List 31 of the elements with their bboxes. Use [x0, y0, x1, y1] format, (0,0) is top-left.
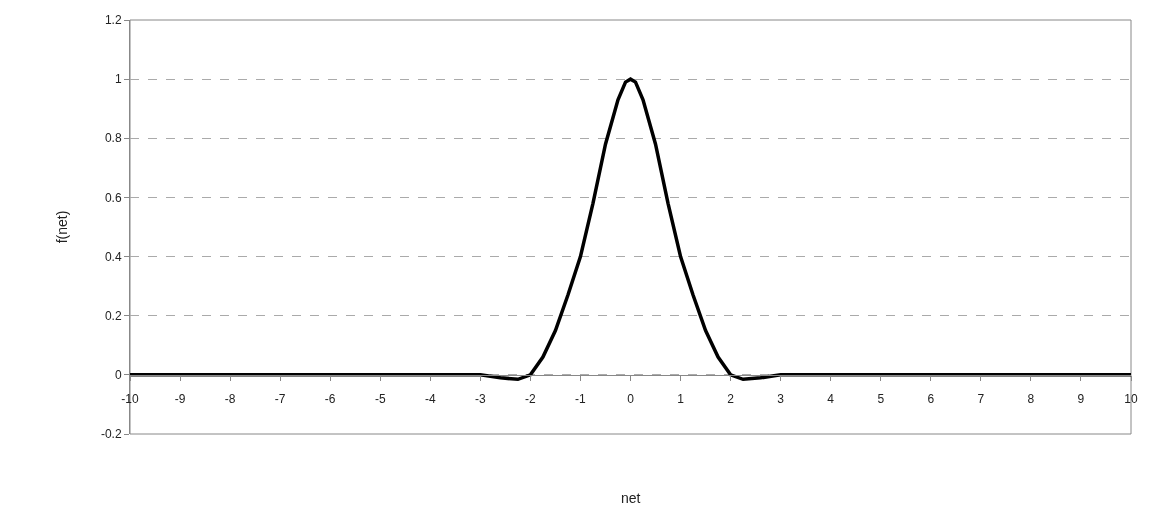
- y-tick-label: 1: [114, 72, 122, 87]
- y-tick-label: 0.6: [104, 190, 122, 205]
- x-tick-label: -10: [121, 392, 139, 407]
- y-tick-label: -0.2: [100, 427, 122, 442]
- x-tick-label: 4: [827, 392, 835, 407]
- x-tick-label: -8: [224, 392, 236, 407]
- x-tick-label: 10: [1124, 392, 1138, 407]
- y-tick-label: 0.2: [104, 308, 122, 323]
- x-tick-label: -1: [575, 392, 587, 407]
- x-tick-label: -3: [475, 392, 487, 407]
- x-tick-label: 0: [627, 392, 635, 407]
- y-axis-title: f(net): [53, 210, 70, 244]
- x-tick-label: -7: [274, 392, 286, 407]
- y-tick-label: 0.8: [104, 131, 122, 146]
- x-axis-title: net: [621, 490, 641, 506]
- x-tick-label: 2: [727, 392, 735, 407]
- x-tick-label: 5: [877, 392, 885, 407]
- x-tick-label: 1: [677, 392, 685, 407]
- x-tick-label: -6: [324, 392, 336, 407]
- x-tick-label: 6: [927, 392, 935, 407]
- x-tick-label: -2: [525, 392, 537, 407]
- x-tick-label: -9: [174, 392, 186, 407]
- y-tick-label: 1.2: [104, 13, 122, 28]
- x-tick-label: -4: [424, 392, 436, 407]
- y-tick-label: 0.4: [104, 249, 122, 264]
- x-tick-label: -5: [374, 392, 386, 407]
- y-tick-label: 0: [114, 368, 122, 383]
- x-tick-label: 9: [1077, 392, 1085, 407]
- x-tick-label: 7: [977, 392, 985, 407]
- x-tick-label: 3: [777, 392, 785, 407]
- x-tick-label: 8: [1027, 392, 1035, 407]
